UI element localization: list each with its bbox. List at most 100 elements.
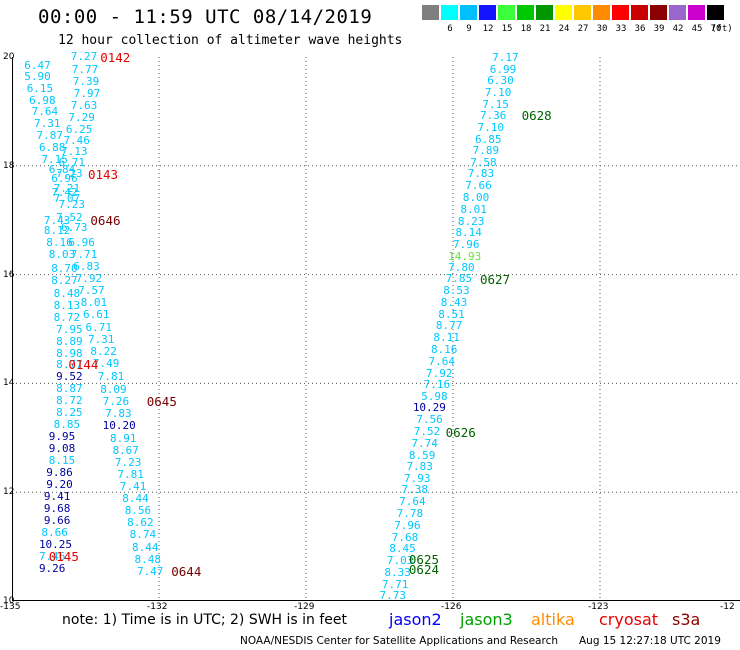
pass-time-label: 0624	[408, 562, 439, 578]
page-title: 00:00 - 11:59 UTC 08/14/2019	[38, 6, 373, 28]
wave-height-label: 6.73	[61, 221, 88, 235]
wave-height-label: 9.26	[38, 562, 66, 576]
legend-swatch	[688, 5, 705, 20]
footer-timestamp: Aug 15 12:27:18 UTC 2019	[579, 635, 721, 647]
wave-height-label: 8.33	[384, 565, 411, 579]
wave-height-label: 7.92	[426, 366, 453, 380]
pass-time-label: 0144	[68, 357, 99, 373]
satellite-legend-cryosat: cryosat	[599, 610, 659, 629]
pass-time-label: 0626	[445, 425, 476, 441]
wave-height-label: 7.15	[482, 97, 509, 111]
page-subtitle: 12 hour collection of altimeter wave hei…	[58, 33, 403, 48]
wave-height-label: 8.72	[53, 311, 81, 325]
wave-height-label: 7.39	[72, 74, 100, 88]
wave-height-label: 8.77	[56, 357, 83, 371]
legend-label: 42	[672, 24, 684, 34]
lon-tick-label: -126	[441, 602, 462, 612]
legend-swatch	[612, 5, 629, 20]
wave-height-label: 7.10	[477, 120, 505, 134]
wave-height-label: 7.64	[428, 354, 456, 368]
legend-swatch	[650, 5, 667, 20]
wave-height-label: 8.72	[56, 394, 83, 408]
wave-height-label: 6.61	[83, 308, 110, 322]
wave-height-label: 8.98	[56, 346, 83, 360]
legend-label: 33	[615, 24, 627, 34]
pass-time-label: 0627	[479, 271, 511, 287]
lat-tick-label: 12	[3, 487, 15, 498]
wave-height-label: 6.30	[487, 74, 514, 88]
lat-tick-label: 20	[3, 52, 15, 62]
wave-height-label: 8.74	[129, 528, 157, 542]
wave-height-label: 7.36	[479, 109, 507, 123]
wave-height-label: 8.62	[127, 516, 154, 530]
wave-height-label: 9.95	[48, 430, 76, 444]
wave-height-label: 7.93	[404, 472, 431, 486]
wave-height-label: 7.97	[73, 86, 101, 100]
pass-time-label: 0625	[408, 551, 439, 567]
wave-height-label: 8.15	[48, 454, 76, 468]
wave-height-label: 7.26	[102, 395, 130, 409]
wave-height-label: 8.43	[440, 295, 468, 309]
wave-height-label: 7.58	[470, 155, 497, 169]
wave-height-label: 7.63	[70, 98, 98, 112]
wave-height-label: 7.71	[70, 247, 98, 261]
wave-height-label: 8.01	[460, 202, 487, 216]
wave-height-label: 6.71	[85, 320, 113, 334]
wave-height-label: 7.71	[381, 577, 409, 591]
wave-height-label: 8.53	[443, 284, 470, 298]
wave-height-label: 10.25	[38, 537, 73, 551]
wave-height-label: 8.66	[41, 525, 68, 539]
wave-height-label: 7.13	[61, 145, 88, 159]
wave-height-label: 8.14	[455, 226, 482, 240]
wave-height-label: 8.13	[53, 299, 81, 313]
wave-height-label: 5.90	[24, 70, 51, 84]
legend-label: 45	[691, 24, 703, 34]
lat-tick-label: 14	[3, 378, 15, 389]
wave-height-label: 6.88	[38, 141, 66, 155]
wave-height-label: 8.89	[56, 334, 83, 348]
legend-label: 9	[466, 24, 472, 34]
note-bar: note: 1) Time is in UTC; 2) SWH is in fe…	[0, 610, 740, 632]
wave-height-label: 9.08	[48, 442, 76, 456]
wave-height-label: 7.42	[51, 185, 78, 199]
legend-label: 36	[634, 24, 646, 34]
legend-swatch	[593, 5, 610, 20]
map-grid	[12, 57, 740, 601]
wave-height-label: 7.80	[448, 260, 475, 274]
satellite-legend-s3a: s3a	[672, 610, 701, 629]
wave-height-label: 6.47	[24, 58, 51, 72]
wave-height-label: 7.49	[92, 356, 120, 370]
wave-height-label: 7.96	[453, 238, 480, 252]
wave-height-label: 8.70	[51, 261, 78, 275]
wave-height-label: 8.11	[433, 331, 460, 345]
wave-height-label: 7.68	[391, 530, 419, 544]
legend-label: 24	[558, 24, 570, 34]
pass-time-label: 0145	[48, 549, 79, 565]
wave-height-label: 7.46	[38, 549, 66, 563]
wave-height-label: 7.23	[58, 197, 86, 211]
satellite-legend-jason3: jason3	[460, 610, 513, 629]
wave-height-label: 8.23	[457, 214, 485, 228]
wave-height-label: 6.25	[65, 122, 93, 136]
wave-height-label: 7.43	[43, 214, 71, 228]
wave-height-label: 9.20	[46, 478, 73, 492]
wave-height-label: 7.83	[406, 460, 433, 474]
pass-time-label: 0142	[100, 50, 131, 65]
wave-height-label: 7.41	[119, 479, 147, 493]
wave-height-label: 7.73	[379, 589, 407, 603]
wave-height-label: 7.89	[472, 144, 500, 158]
legend-swatch	[479, 5, 496, 20]
wave-height-label: 7.78	[396, 507, 424, 521]
wave-height-label: 10.20	[102, 419, 136, 433]
wave-height-label: 7.81	[97, 370, 125, 384]
wave-height-label: 7.81	[117, 467, 144, 481]
legend-swatch	[498, 5, 515, 20]
wave-height-label: 7.52	[56, 211, 83, 225]
wave-height-label: 8.48	[53, 287, 81, 301]
wave-height-label: 9.66	[43, 513, 71, 527]
satellite-legend-jason2: jason2	[389, 610, 442, 629]
wave-height-label: 8.48	[134, 552, 162, 566]
wave-height-label: 8.44	[132, 540, 159, 554]
legend-swatch	[555, 5, 572, 20]
legend-label: 70	[710, 24, 722, 34]
